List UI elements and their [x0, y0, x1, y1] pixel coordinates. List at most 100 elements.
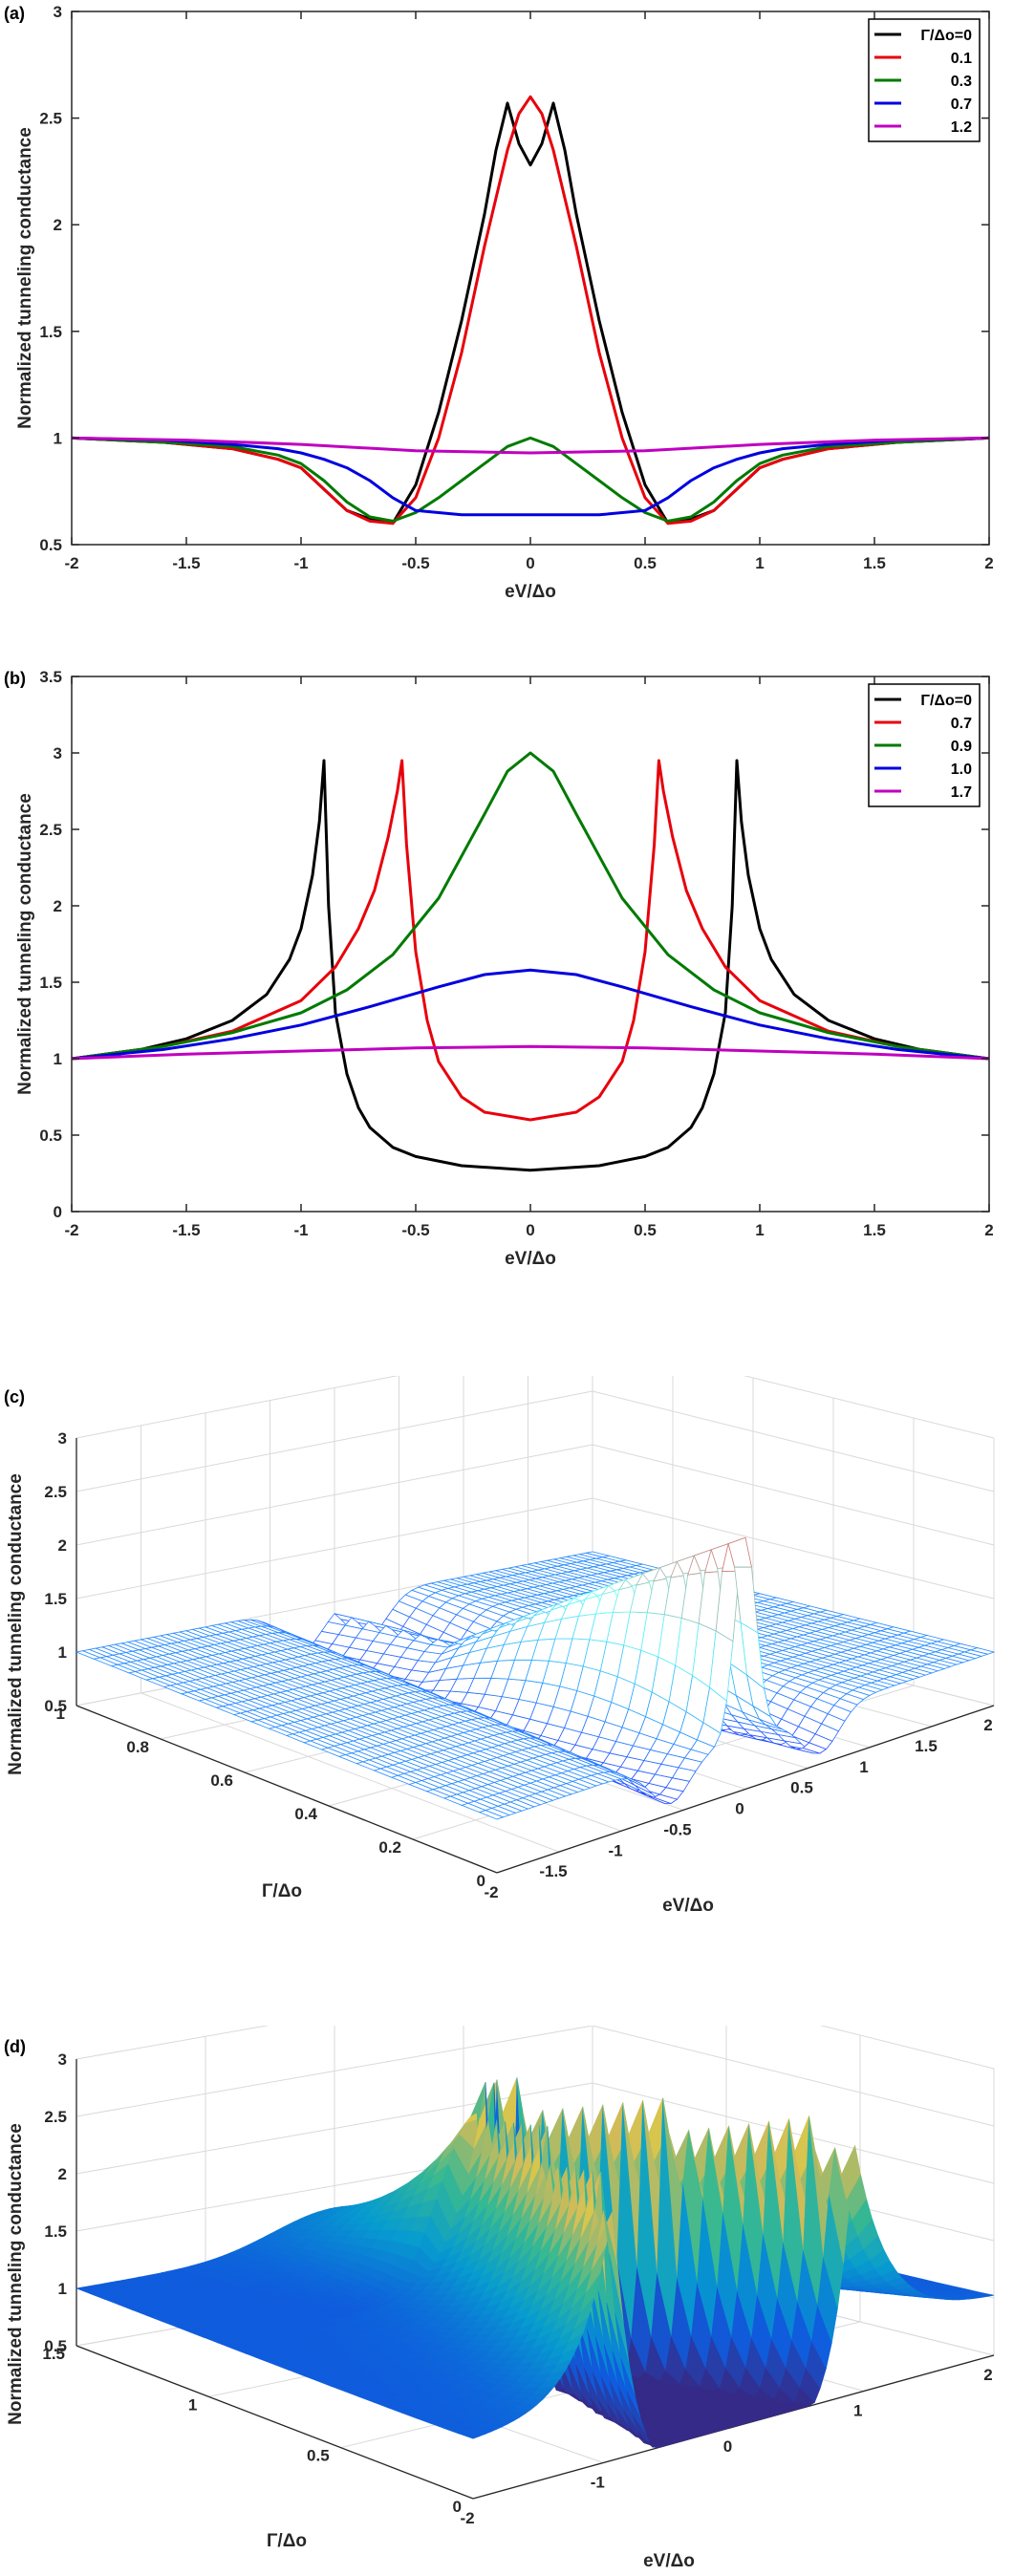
y-tick-label: 1.5 — [39, 974, 62, 992]
legend-entry: Γ/Δo=0 — [920, 693, 972, 709]
y-tick-label: 3.5 — [39, 668, 62, 686]
x-tick-label: -0.5 — [663, 1820, 691, 1838]
x-tick-label: 1 — [755, 1221, 764, 1239]
plot-area-frame — [71, 676, 990, 1213]
x-tick-label: -2 — [64, 554, 78, 572]
x-tick-label: 2 — [984, 554, 993, 572]
series-line-1 — [72, 95, 989, 526]
series-line-2 — [72, 436, 989, 523]
z-tick-label: 2 — [58, 2165, 67, 2183]
z-tick-label: 3 — [58, 1429, 67, 1448]
legend-entry: 0.9 — [951, 739, 972, 755]
x-tick-label: 0 — [735, 1800, 744, 1818]
panel-label: (c) — [4, 1387, 25, 1406]
chart-panel-d: (d) -2 -1 0 1 2 0 0.5 1 1.5 0.5 1 1.5 2 2.5 3 eV/Δo Γ/Δo N… — [0, 2026, 1035, 2576]
x-tick-label: 2 — [983, 2366, 992, 2384]
z-tick-label: 0.5 — [44, 1697, 67, 1715]
surface-chart-c: (c)-2-1.5-1-0.500.511.5200.20.40.60.810.… — [4, 1376, 996, 1916]
axes — [75, 1438, 995, 1874]
grid-line — [592, 2026, 995, 2127]
y-tick-label: 2.5 — [39, 821, 62, 839]
x-tick-label: -2 — [460, 2509, 474, 2527]
grid-line — [75, 1444, 593, 1546]
grid-line — [592, 2082, 995, 2184]
y-axis-label: Normalized tunneling conductance — [15, 793, 35, 1095]
grid-line — [75, 1390, 593, 1492]
x-tick-label: 0.5 — [790, 1779, 813, 1797]
z-tick-label: 2 — [58, 1536, 67, 1555]
x-axis-label: eV/Δo — [662, 1896, 714, 1916]
z-tick-label: 0.5 — [44, 2337, 67, 2355]
x-tick-label: 1.5 — [863, 554, 886, 572]
y-tick-label: 2 — [54, 897, 62, 915]
x-tick-label: 1.5 — [863, 1221, 886, 1239]
z-axis-label: Normalized tunneling conductance — [6, 2123, 26, 2425]
y-tick-label: 0 — [453, 2498, 462, 2516]
y-tick-label: 0.5 — [39, 536, 62, 554]
grid-line — [592, 1497, 995, 1599]
grid-line — [75, 2026, 270, 2060]
series-line-3 — [72, 436, 989, 517]
y-tick-label: 1.5 — [39, 323, 62, 341]
panel-label: (a) — [4, 4, 25, 23]
x-tick-label: -1 — [608, 1841, 622, 1859]
x-axis-label: eV/Δo — [643, 2551, 695, 2571]
plot-area-frame — [71, 11, 990, 546]
series-line-4 — [72, 1044, 989, 1061]
z-tick-label: 2.5 — [44, 2108, 67, 2126]
y-tick-label: 0 — [54, 1203, 62, 1221]
x-tick-label: -2 — [484, 1883, 498, 1901]
panel-label: (b) — [4, 669, 26, 688]
panel-label: (d) — [4, 2037, 26, 2056]
x-tick-label: 0 — [526, 1221, 534, 1239]
z-tick-label: 3 — [58, 2050, 67, 2069]
x-tick-label: 0 — [526, 554, 534, 572]
y-tick-label: 2.5 — [39, 110, 62, 128]
x-tick-label: -1.5 — [172, 1221, 200, 1239]
z-axis-label: Normalized tunneling conductance — [6, 1473, 26, 1775]
legend-entry: 0.7 — [951, 716, 972, 732]
grid-line — [75, 2082, 593, 2175]
y-tick-label: 1 — [54, 429, 62, 447]
legend-entry: 1.7 — [951, 784, 972, 801]
y-tick-label: 0.2 — [378, 1838, 401, 1857]
chart-panel-b: (b) -2 -1.5 -1 -0.5 0 0.5 1 1.5 2 0 0.5 1 1.5 2 2.5 3 3.5… — [0, 650, 1035, 1280]
surface-chart-d: (d)-2-101200.511.50.511.522.53eV/ΔoΓ/ΔoN… — [4, 2026, 995, 2571]
grid-line — [140, 1692, 560, 1853]
line-chart-b: (b)-2 -1.5 -1 -0.5 0 0.5 1 1.5 200.511.522.533.5… — [4, 668, 994, 1269]
z-tick-label: 2.5 — [44, 1483, 67, 1501]
surface-mesh — [75, 2076, 995, 2449]
legend-entry: Γ/Δo=0 — [920, 28, 972, 44]
legend: Γ/Δo=00.70.91.01.7 — [868, 683, 981, 807]
z-tick-label: 1.5 — [44, 1590, 67, 1608]
series-line-4 — [72, 436, 989, 455]
y-tick-label: 1 — [188, 2395, 197, 2414]
series-line-0 — [72, 101, 989, 526]
x-tick-label: -0.5 — [401, 554, 429, 572]
y-tick-label: 1.5 — [42, 2345, 65, 2363]
grid-line — [592, 1390, 995, 1492]
y-tick-label: 0.8 — [126, 1738, 149, 1756]
x-tick-label: 1 — [859, 1758, 868, 1776]
y-tick-label: 1 — [54, 1050, 62, 1068]
y-tick-label: 1 — [56, 1705, 65, 1723]
series-line-1 — [72, 759, 989, 1122]
x-tick-label: -1 — [591, 2474, 605, 2492]
series-line-0 — [72, 759, 989, 1172]
surface-cell — [969, 1647, 996, 1655]
surface-cell — [973, 2291, 995, 2297]
tick-labels: -2-1.5-1-0.500.511.5200.20.40.60.810.511… — [44, 1429, 992, 1901]
x-tick-label: -1 — [293, 1221, 308, 1239]
y-tick-label: 0 — [477, 1872, 485, 1890]
grid-line — [75, 1497, 593, 1599]
grid-line — [592, 1444, 995, 1546]
legend-entry: 1.2 — [951, 119, 972, 136]
x-tick-label: -2 — [64, 1221, 78, 1239]
y-axis-line — [75, 2345, 474, 2500]
chart-panel-c: (c) -2 -1.5 -1 -0.5 0 0.5 1 1.5 2 0 0.2 0.4 0.6 0.8 1 0.… — [0, 1376, 1035, 1930]
z-tick-label: 1.5 — [44, 2222, 67, 2241]
legend-entry: 0.7 — [951, 97, 972, 113]
y-axis-label: Γ/Δo — [262, 1881, 302, 1901]
line-chart-a: (a)-2 -1.5 -1 -0.5 0 0.5 1 1.5 20.511.522.53eV/Δ… — [4, 3, 994, 602]
